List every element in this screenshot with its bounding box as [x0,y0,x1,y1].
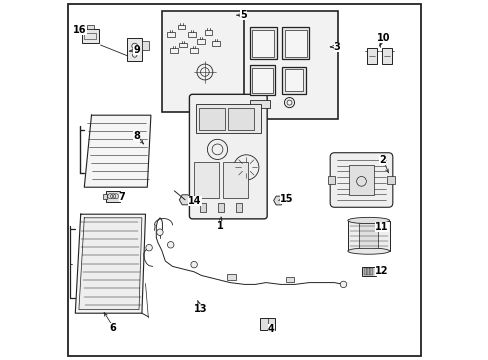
Bar [142,41,148,50]
Bar [236,203,242,212]
Bar [369,268,372,274]
Text: 11: 11 [374,222,388,232]
Text: 13: 13 [193,303,207,314]
Bar [260,318,275,330]
Circle shape [156,229,163,235]
Bar [223,162,247,198]
Text: 14: 14 [188,195,201,206]
Text: 7: 7 [119,192,125,202]
Bar [249,100,269,108]
Bar [87,25,94,29]
Text: 16: 16 [73,25,86,35]
Polygon shape [273,196,283,205]
Bar [199,108,225,130]
Bar [366,48,377,64]
Bar [179,42,187,48]
Bar [218,203,224,212]
Text: 6: 6 [109,323,116,333]
FancyBboxPatch shape [329,153,392,207]
Bar [188,32,196,37]
Bar [359,223,377,248]
Bar [166,32,174,37]
Text: 5: 5 [240,10,246,20]
Bar [204,30,212,35]
Bar [249,65,275,95]
Bar [170,48,178,53]
Bar [84,32,96,39]
Text: 1: 1 [216,221,223,231]
Polygon shape [79,218,142,310]
Bar [282,27,309,59]
Bar [249,27,276,59]
Bar [82,29,98,43]
Bar [106,191,120,202]
Bar [366,268,369,274]
Polygon shape [84,115,151,187]
Bar [284,69,303,91]
Text: 8: 8 [133,131,140,141]
Bar [252,68,272,93]
Bar [364,268,366,274]
Bar [127,38,142,61]
Bar [285,277,293,282]
Bar [361,266,375,276]
Text: 15: 15 [280,194,293,204]
Bar [348,165,373,195]
Text: 4: 4 [267,324,274,334]
Ellipse shape [347,217,389,224]
Text: 9: 9 [133,45,140,55]
Circle shape [340,281,346,288]
Bar [197,39,205,44]
Text: 3: 3 [333,42,340,52]
Polygon shape [179,195,190,205]
FancyBboxPatch shape [189,94,266,219]
Bar [102,194,107,199]
Bar [200,203,205,212]
Text: 12: 12 [374,266,388,276]
Bar [228,108,254,130]
Text: 10: 10 [376,33,390,43]
Bar [190,48,198,53]
Bar [211,41,219,46]
Bar [282,67,305,94]
Ellipse shape [347,248,389,254]
Bar [196,104,260,133]
Bar [381,48,391,64]
Bar [177,24,185,30]
Bar [227,274,236,280]
Bar [284,30,306,57]
Circle shape [190,261,197,268]
Bar [328,176,334,184]
Polygon shape [75,214,145,313]
Circle shape [167,242,174,248]
Bar [252,30,274,57]
Bar [194,162,219,198]
Bar [244,11,337,119]
Text: 2: 2 [378,155,385,165]
Bar [162,11,244,112]
Bar [347,220,389,251]
Circle shape [145,244,152,251]
Bar [386,176,394,184]
